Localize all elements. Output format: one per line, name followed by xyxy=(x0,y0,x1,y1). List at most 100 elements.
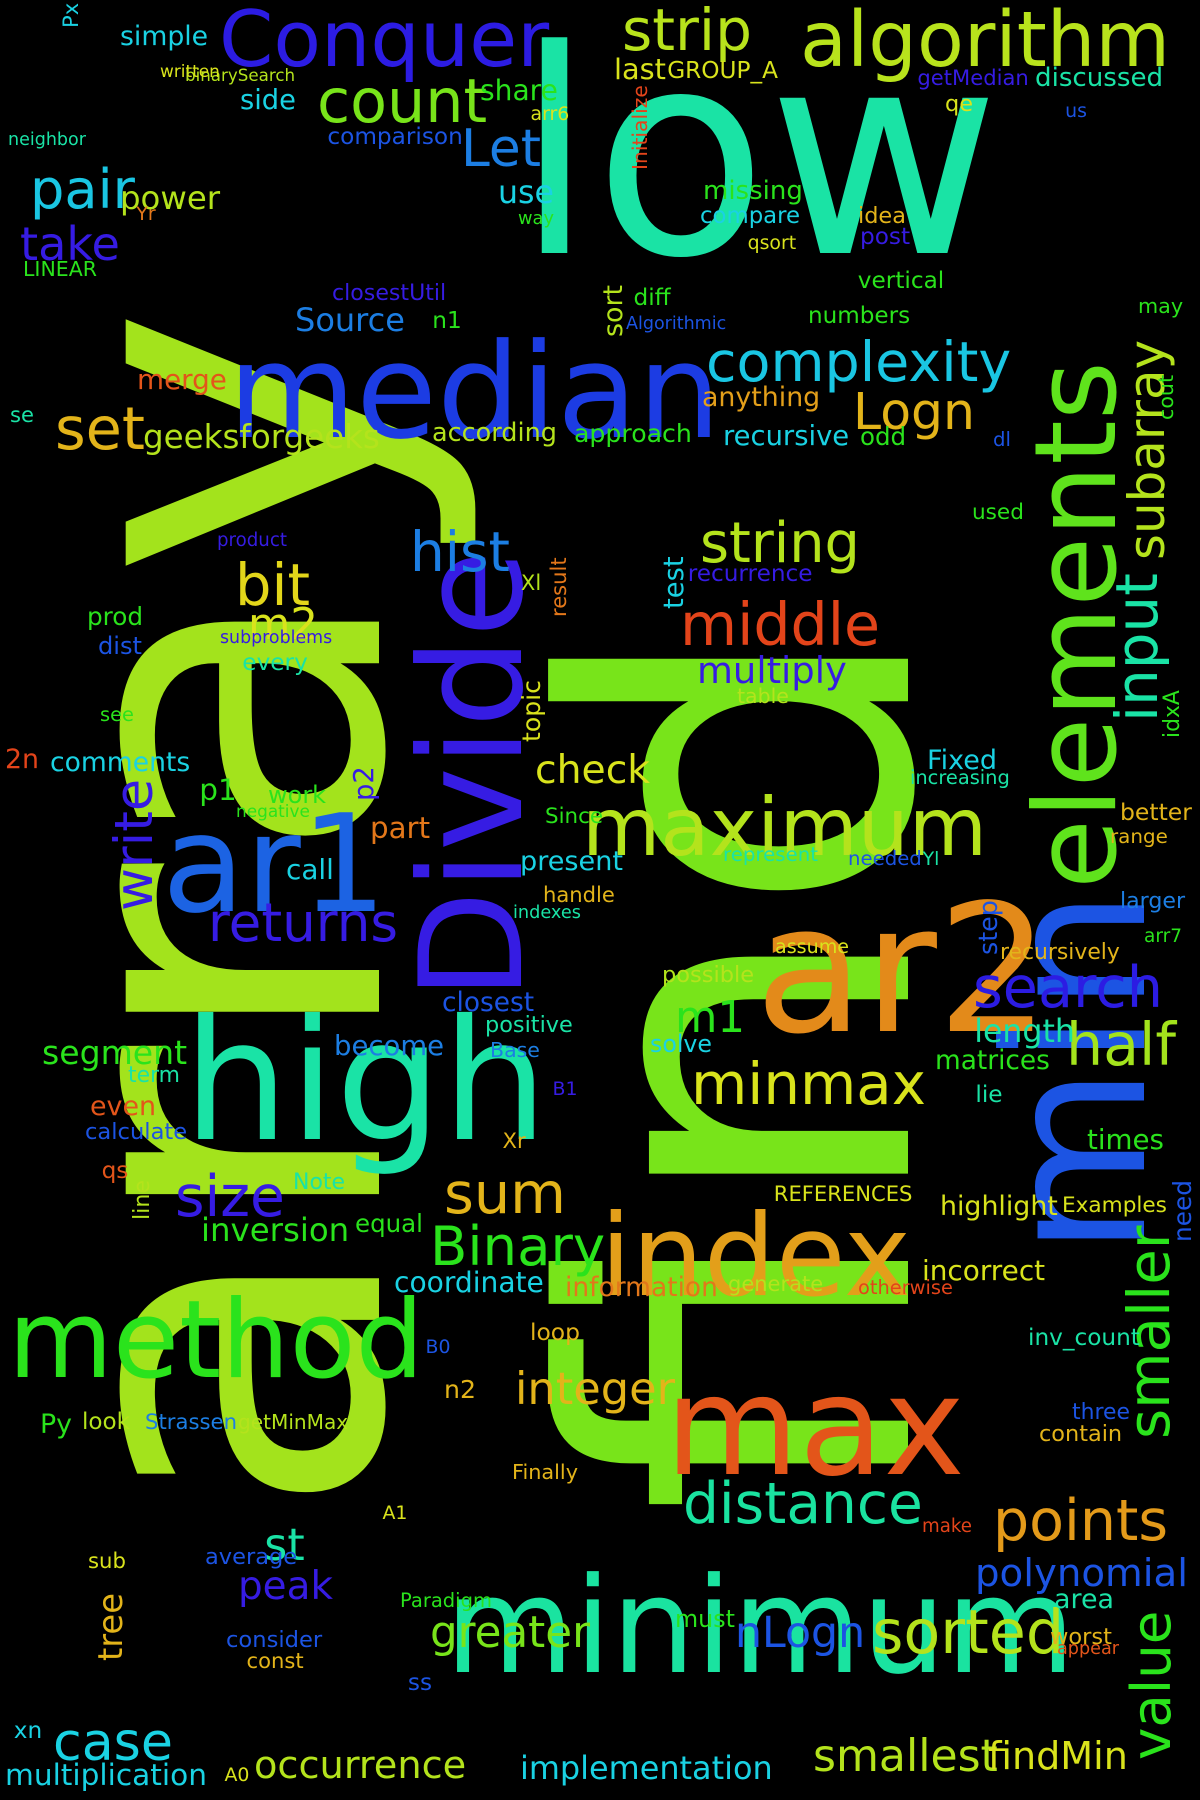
word-high: high xyxy=(183,984,548,1179)
word-qs: qs xyxy=(101,1157,129,1185)
word-multiply: multiply xyxy=(697,648,847,692)
word-lie: lie xyxy=(975,1081,1003,1109)
word-greater: greater xyxy=(430,1608,591,1659)
word-n1: n1 xyxy=(432,307,462,335)
word-logn: Logn xyxy=(853,381,975,441)
word-numbers: numbers xyxy=(808,302,911,329)
word-discussed: discussed xyxy=(1035,63,1164,93)
word-se: se xyxy=(10,401,34,427)
word-us: us xyxy=(1065,99,1087,122)
word-pair: pair xyxy=(30,157,135,221)
word-case: case xyxy=(53,1712,173,1773)
word-yr: Yr xyxy=(136,202,156,225)
word-idea: idea xyxy=(858,202,906,229)
word-py: Py xyxy=(40,1408,73,1440)
word-let: Let xyxy=(461,119,541,180)
word-used: used xyxy=(972,500,1024,526)
word-complexity: complexity xyxy=(706,329,1012,395)
word-needed: needed xyxy=(848,847,922,871)
word-larger: larger xyxy=(1120,888,1186,914)
word-comments: comments xyxy=(50,746,191,778)
word-increasing: increasing xyxy=(910,766,1010,790)
word-geeksforgeeks: geeksforgeeks xyxy=(143,417,380,456)
word-arr6: arr6 xyxy=(530,102,570,125)
word-source: Source xyxy=(295,301,405,339)
word-length: length xyxy=(974,1014,1075,1051)
word-base: Base xyxy=(490,1037,540,1062)
word-segment: segment xyxy=(42,1032,188,1072)
word-ss: ss xyxy=(407,1669,433,1697)
word-anything: anything xyxy=(702,381,821,413)
word-look: look xyxy=(82,1408,131,1435)
word-topic: topic xyxy=(517,680,547,742)
word-post: post xyxy=(860,223,911,251)
word-recursive: recursive xyxy=(723,421,850,453)
word-paradigm: Paradigm xyxy=(400,1589,492,1613)
word-idxa: idxA xyxy=(1160,690,1185,738)
word-need: need xyxy=(1167,1180,1197,1242)
word-product: product xyxy=(217,529,287,551)
word-recursively: recursively xyxy=(1000,940,1120,965)
word-calculate: calculate xyxy=(85,1118,188,1145)
word-findmin: findMin xyxy=(988,1733,1128,1778)
word-compare: compare xyxy=(700,202,801,229)
word-worst: worst xyxy=(1050,1623,1112,1650)
word-comparison: comparison xyxy=(327,123,463,151)
word-method: method xyxy=(8,1278,424,1404)
word-size: size xyxy=(175,1163,285,1230)
word-incorrect: incorrect xyxy=(922,1254,1046,1288)
word-binary: Binary xyxy=(430,1213,606,1278)
word-line: line xyxy=(128,1179,155,1220)
word-diff: diff xyxy=(633,284,671,312)
word-average: average xyxy=(205,1543,298,1570)
word-take: take xyxy=(20,216,120,271)
word-m2: m2 xyxy=(248,600,319,651)
word-table: table xyxy=(737,683,789,708)
word-missing: missing xyxy=(703,176,803,206)
word-see: see xyxy=(100,703,134,727)
word-middle: middle xyxy=(680,590,881,659)
word-range: range xyxy=(1110,825,1168,848)
word-every: every xyxy=(242,649,308,677)
word-closestutil: closestUtil xyxy=(332,280,447,306)
word-vertical: vertical xyxy=(857,267,945,295)
word-possible: possible xyxy=(662,961,755,988)
word-strip: strip xyxy=(622,0,752,64)
word-inv-count: inv_count xyxy=(1028,1324,1140,1352)
word-better: better xyxy=(1120,798,1192,827)
word-max: max xyxy=(665,1346,965,1507)
word-st: st xyxy=(264,1519,305,1571)
word-string: string xyxy=(700,511,860,577)
word-fixed: Fixed xyxy=(927,744,997,776)
word-must: must xyxy=(675,1605,735,1634)
word-getmedian: getMedian xyxy=(917,64,1029,90)
word-step: step xyxy=(973,900,1004,955)
word-prod: prod xyxy=(87,601,144,631)
word-subproblems: subproblems xyxy=(220,628,333,649)
word-make: make xyxy=(922,1515,972,1537)
word-returns: returns xyxy=(208,891,399,954)
word-getminmax: getMinMax xyxy=(238,1410,349,1434)
word-initialize: Initialize xyxy=(627,85,652,170)
word-highlight: highlight xyxy=(940,1190,1058,1222)
word-subarray: subarray xyxy=(1117,339,1176,560)
word-sum: sum xyxy=(444,1160,566,1228)
word-call: call xyxy=(286,853,334,886)
word-a0: A0 xyxy=(224,1763,250,1786)
word-according: according xyxy=(432,418,557,449)
word-written: written xyxy=(160,60,220,81)
word-low: low xyxy=(515,0,1000,320)
word-last: last xyxy=(614,51,666,86)
word-share: share xyxy=(480,73,558,107)
word-note: Note xyxy=(293,1170,346,1195)
word-assume: assume xyxy=(775,934,850,958)
word-cout: cout xyxy=(1153,374,1178,420)
word-sub: sub xyxy=(88,1548,126,1574)
word-2n: 2n xyxy=(5,743,40,775)
word-distance: distance xyxy=(683,1470,923,1537)
word-a1: A1 xyxy=(382,1501,408,1524)
word-maximum: maximum xyxy=(582,780,988,875)
word-half: half xyxy=(1066,1010,1176,1079)
word-hist: hist xyxy=(410,519,510,584)
